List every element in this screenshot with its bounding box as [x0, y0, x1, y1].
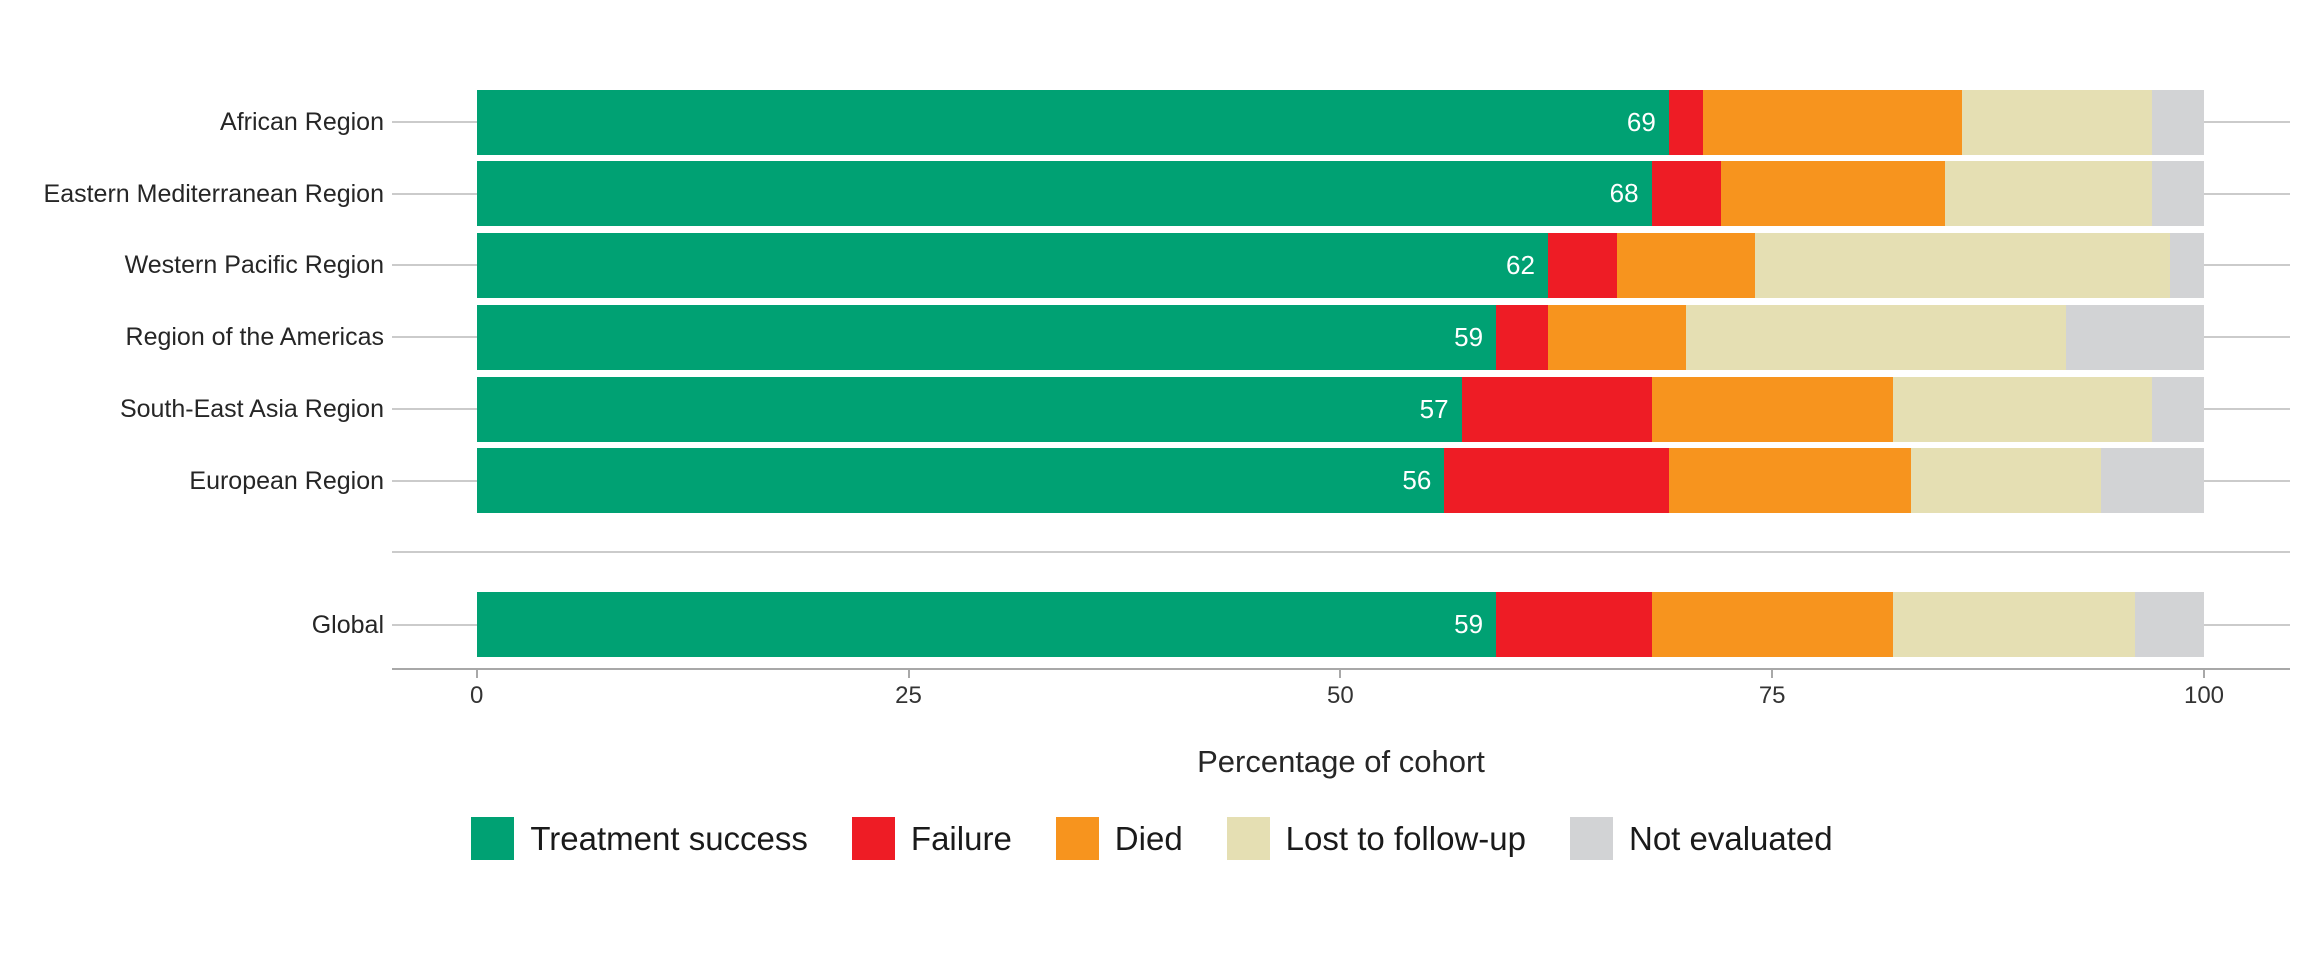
died-swatch-icon: [1055, 817, 1099, 860]
legend-item-not-evaluated: Not evaluated: [1569, 817, 1833, 860]
bar-segment-african-region-3: [1962, 90, 2153, 155]
bar-segment-region-of-the-americas-1: [1496, 305, 1548, 370]
x-tick-label: 25: [895, 682, 922, 709]
bar-segment-european-region-0: [477, 448, 1445, 513]
legend-item-failure: Failure: [851, 817, 1012, 860]
category-label-european-region: European Region: [189, 467, 384, 495]
bar-value-label: 68: [1609, 178, 1639, 208]
x-tick-label: 75: [1758, 682, 1786, 709]
bar-segment-european-region-3: [1910, 448, 2101, 513]
legend-label: Failure: [910, 820, 1012, 857]
bar-segment-region-of-the-americas-0: [477, 305, 1497, 370]
x-tick-mark: [1771, 668, 1774, 678]
category-label-western-pacific-region: Western Pacific Region: [124, 251, 384, 279]
x-tick-mark: [907, 668, 910, 678]
bar-segment-european-region-4: [2100, 448, 2205, 513]
category-label-south-east-asia-region: South-East Asia Region: [119, 395, 384, 423]
bar-segment-eastern-mediterranean-region-3: [1945, 161, 2153, 226]
category-label-eastern-mediterranean-region: Eastern Mediterranean Region: [43, 180, 384, 208]
bar-segment-eastern-mediterranean-region-4: [2152, 161, 2205, 226]
legend: Treatment success Failure Died Lost to f…: [0, 817, 2304, 860]
bar-segment-region-of-the-americas-3: [1686, 305, 2067, 370]
bar-segment-eastern-mediterranean-region-1: [1651, 161, 1721, 226]
bar-value-label: 69: [1626, 107, 1656, 137]
x-tick-label: 0: [470, 682, 484, 709]
bar-segment-global-1: [1496, 592, 1652, 657]
bar-segment-global-3: [1893, 592, 2136, 657]
bar-segment-eastern-mediterranean-region-0: [477, 161, 1652, 226]
legend-item-treatment-success: Treatment success: [471, 817, 808, 860]
bar-segment-south-east-asia-region-1: [1461, 377, 1652, 442]
legend-item-died: Died: [1055, 817, 1183, 860]
bar-segment-african-region-4: [2152, 90, 2205, 155]
failure-swatch-icon: [851, 817, 895, 860]
x-tick-mark: [2203, 668, 2205, 678]
bar-segment-south-east-asia-region-2: [1651, 377, 1894, 442]
x-axis-title: Percentage of cohort: [1197, 744, 1485, 779]
x-tick-label: 50: [1326, 682, 1354, 709]
bar-segment-western-pacific-region-3: [1755, 233, 2170, 298]
bar-segment-african-region-2: [1703, 90, 1963, 155]
bar-value-label: 56: [1402, 465, 1432, 495]
bar-segment-south-east-asia-region-3: [1893, 377, 2153, 442]
bar-segment-region-of-the-americas-2: [1547, 305, 1687, 370]
bar-value-label: 62: [1506, 250, 1535, 280]
x-tick-mark: [475, 668, 478, 678]
category-label-region-of-the-americas: Region of the Americas: [125, 323, 384, 351]
bar-value-label: 57: [1419, 394, 1449, 424]
bar-segment-global-4: [2135, 592, 2205, 657]
bar-segment-south-east-asia-region-4: [2152, 377, 2205, 442]
bar-segment-western-pacific-region-2: [1617, 233, 1756, 298]
x-tick-label: 100: [2183, 682, 2225, 709]
bar-segment-eastern-mediterranean-region-2: [1720, 161, 1946, 226]
bar-segment-western-pacific-region-1: [1547, 233, 1617, 298]
category-label-global: Global: [311, 611, 384, 639]
bar-segment-western-pacific-region-4: [2169, 233, 2205, 298]
category-label-african-region: African Region: [220, 108, 384, 136]
legend-label: Died: [1114, 820, 1183, 857]
bar-segment-european-region-2: [1668, 448, 1911, 513]
legend-label: Treatment success: [530, 820, 808, 857]
bar-segment-global-0: [477, 592, 1497, 657]
x-tick-mark: [1339, 668, 1342, 678]
bar-value-label: 59: [1454, 322, 1484, 352]
bar-segment-african-region-0: [477, 90, 1669, 155]
legend-label: Lost to follow-up: [1285, 820, 1526, 857]
bar-segment-western-pacific-region-0: [477, 233, 1548, 298]
bar-value-label: 59: [1454, 609, 1484, 639]
bar-segment-south-east-asia-region-0: [477, 377, 1462, 442]
bar-segment-global-2: [1651, 592, 1894, 657]
lost-to-follow-up-swatch-icon: [1226, 817, 1270, 860]
gridline: [392, 551, 2290, 554]
legend-item-lost-to-follow-up: Lost to follow-up: [1226, 817, 1526, 860]
treatment-success-swatch-icon: [471, 817, 515, 860]
bar-segment-region-of-the-americas-4: [2066, 305, 2205, 370]
not-evaluated-swatch-icon: [1569, 817, 1613, 860]
bar-segment-african-region-1: [1668, 90, 1704, 155]
legend-label: Not evaluated: [1628, 820, 1833, 857]
bar-segment-european-region-1: [1444, 448, 1669, 513]
